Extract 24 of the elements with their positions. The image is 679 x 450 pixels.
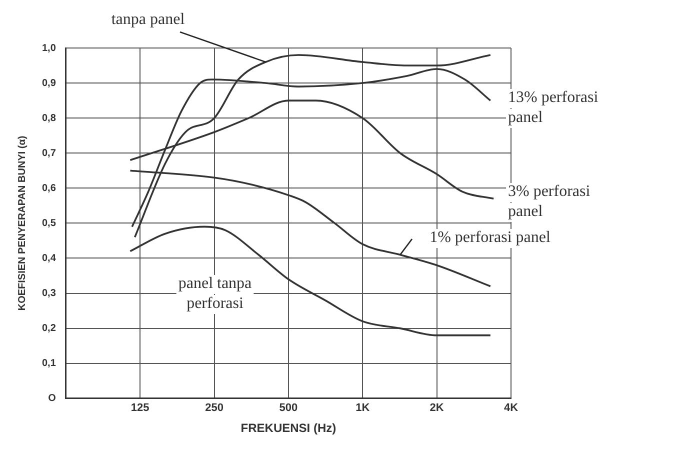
y-tick-label: 0,3 bbox=[42, 288, 56, 300]
y-axis-title: KOEFISIEN PENYERAPAN BUNYI (α) bbox=[16, 136, 28, 311]
y-tick-label: 1,0 bbox=[42, 42, 56, 54]
x-tick-label: 2K bbox=[430, 402, 444, 414]
y-tick-label: O bbox=[48, 393, 56, 404]
y-tick-label: 0,7 bbox=[42, 148, 56, 159]
x-tick-label: 250 bbox=[205, 402, 224, 414]
y-tick-label: 0,2 bbox=[42, 323, 56, 334]
y-tick-label: 0,1 bbox=[42, 358, 56, 370]
x-tick-label: 4K bbox=[504, 402, 518, 414]
y-tick-label: 0,9 bbox=[42, 78, 56, 89]
y-tick-label: 0,5 bbox=[42, 218, 56, 229]
y-tick-label: 0,4 bbox=[42, 252, 56, 264]
series-label: 1% perforasi panel bbox=[430, 229, 551, 246]
series-label: panel tanpa perforasi bbox=[178, 275, 252, 312]
text: tanpa panel bbox=[111, 11, 186, 28]
x-tick-label: 1K bbox=[356, 402, 370, 414]
x-tick-label: 125 bbox=[130, 402, 150, 414]
y-tick-label: 0,6 bbox=[42, 182, 56, 194]
x-tick-label: 500 bbox=[279, 402, 298, 414]
series-label: 3% perforasi panel bbox=[508, 183, 591, 220]
series-label: 13% perforasi panel bbox=[508, 89, 599, 126]
x-axis-title: FREKUENSI (Hz) bbox=[240, 421, 336, 436]
y-tick-label: 0,8 bbox=[42, 112, 56, 124]
